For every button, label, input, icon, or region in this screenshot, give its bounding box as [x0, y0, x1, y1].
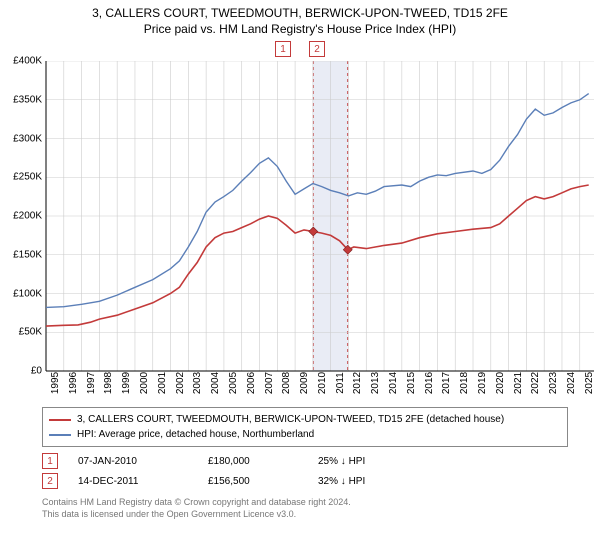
- x-tick-label: 2017: [441, 372, 452, 394]
- sales-marker-2: 2: [42, 473, 58, 489]
- sales-row-2: 2 14-DEC-2011 £156,500 32% ↓ HPI: [42, 471, 568, 491]
- footer-line-1: Contains HM Land Registry data © Crown c…: [42, 497, 568, 509]
- y-tick-label: £250K: [2, 172, 42, 183]
- title-line-2: Price paid vs. HM Land Registry's House …: [0, 22, 600, 38]
- x-tick-label: 2009: [299, 372, 310, 394]
- x-tick-label: 1997: [86, 372, 97, 394]
- x-tick-label: 2015: [406, 372, 417, 394]
- x-tick-label: 1995: [50, 372, 61, 394]
- y-tick-label: £0: [2, 366, 42, 377]
- x-tick-label: 2004: [210, 372, 221, 394]
- sales-price-1: £180,000: [208, 456, 318, 467]
- x-tick-label: 2010: [317, 372, 328, 394]
- y-tick-label: £350K: [2, 94, 42, 105]
- x-tick-label: 2021: [513, 372, 524, 394]
- x-tick-label: 2008: [281, 372, 292, 394]
- legend-row-hpi: HPI: Average price, detached house, Nort…: [49, 427, 561, 442]
- legend-box: 3, CALLERS COURT, TWEEDMOUTH, BERWICK-UP…: [42, 407, 568, 447]
- footer: Contains HM Land Registry data © Crown c…: [42, 497, 568, 520]
- sales-diff-1: 25% ↓ HPI: [318, 456, 438, 467]
- x-tick-label: 2002: [175, 372, 186, 394]
- x-tick-label: 2007: [264, 372, 275, 394]
- y-tick-label: £50K: [2, 327, 42, 338]
- y-tick-label: £100K: [2, 288, 42, 299]
- chart-area: £0£50K£100K£150K£200K£250K£300K£350K£400…: [0, 61, 600, 401]
- y-tick-label: £200K: [2, 211, 42, 222]
- legend-swatch-hpi: [49, 434, 71, 436]
- x-tick-label: 2014: [388, 372, 399, 394]
- x-tick-label: 2000: [139, 372, 150, 394]
- x-tick-label: 2013: [370, 372, 381, 394]
- x-tick-label: 2016: [424, 372, 435, 394]
- x-tick-label: 2003: [192, 372, 203, 394]
- footer-line-2: This data is licensed under the Open Gov…: [42, 509, 568, 521]
- y-tick-label: £400K: [2, 56, 42, 67]
- header-marker-row: 1 2: [0, 41, 600, 61]
- legend-row-property: 3, CALLERS COURT, TWEEDMOUTH, BERWICK-UP…: [49, 412, 561, 427]
- x-tick-label: 2025: [584, 372, 595, 394]
- header-marker-2: 2: [309, 41, 325, 57]
- sales-price-2: £156,500: [208, 476, 318, 487]
- x-tick-label: 2024: [566, 372, 577, 394]
- legend-label-property: 3, CALLERS COURT, TWEEDMOUTH, BERWICK-UP…: [77, 412, 504, 427]
- x-tick-label: 2006: [246, 372, 257, 394]
- chart-svg: [0, 61, 600, 401]
- x-tick-label: 2011: [335, 372, 346, 394]
- x-tick-label: 2023: [548, 372, 559, 394]
- y-tick-label: £300K: [2, 133, 42, 144]
- x-tick-label: 2018: [459, 372, 470, 394]
- sales-date-2: 14-DEC-2011: [78, 476, 208, 487]
- sales-marker-1: 1: [42, 453, 58, 469]
- x-tick-label: 2012: [352, 372, 363, 394]
- legend-swatch-property: [49, 419, 71, 421]
- x-tick-label: 2001: [157, 372, 168, 394]
- header-marker-1: 1: [275, 41, 291, 57]
- x-tick-label: 1999: [121, 372, 132, 394]
- x-tick-label: 2005: [228, 372, 239, 394]
- chart-container: 3, CALLERS COURT, TWEEDMOUTH, BERWICK-UP…: [0, 0, 600, 560]
- sales-table: 1 07-JAN-2010 £180,000 25% ↓ HPI 2 14-DE…: [42, 451, 568, 491]
- title-block: 3, CALLERS COURT, TWEEDMOUTH, BERWICK-UP…: [0, 0, 600, 41]
- sales-diff-2: 32% ↓ HPI: [318, 476, 438, 487]
- x-tick-label: 1998: [103, 372, 114, 394]
- x-tick-label: 2022: [530, 372, 541, 394]
- x-tick-label: 2020: [495, 372, 506, 394]
- sales-row-1: 1 07-JAN-2010 £180,000 25% ↓ HPI: [42, 451, 568, 471]
- x-tick-label: 2019: [477, 372, 488, 394]
- legend-label-hpi: HPI: Average price, detached house, Nort…: [77, 427, 314, 442]
- y-tick-label: £150K: [2, 249, 42, 260]
- sales-date-1: 07-JAN-2010: [78, 456, 208, 467]
- title-line-1: 3, CALLERS COURT, TWEEDMOUTH, BERWICK-UP…: [0, 6, 600, 22]
- x-tick-label: 1996: [68, 372, 79, 394]
